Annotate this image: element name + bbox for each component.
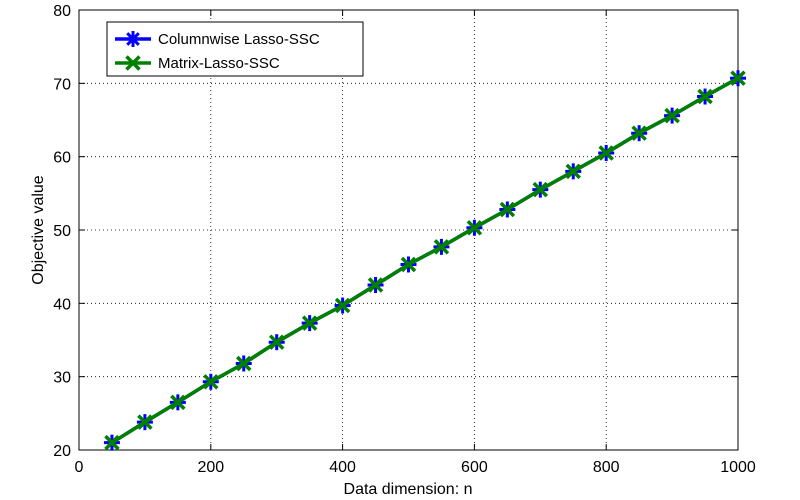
- data-point-marker: [433, 239, 450, 255]
- data-point-marker: [268, 334, 285, 350]
- data-point-marker: [301, 315, 318, 331]
- data-point-marker: [104, 434, 120, 451]
- legend-label-columnwise: Columnwise Lasso-SSC: [158, 31, 320, 48]
- data-point-marker: [367, 277, 384, 293]
- data-point-marker: [631, 125, 647, 141]
- x-tick-label: 600: [461, 459, 488, 476]
- legend-box: [106, 21, 364, 77]
- legend-marker-matrix: [125, 55, 141, 71]
- plot-background: [79, 10, 738, 450]
- y-tick-label: 70: [53, 76, 71, 93]
- x-tick-label: 200: [197, 459, 224, 476]
- x-axis-label: Data dimension: n: [344, 481, 473, 498]
- x-tick-label: 0: [75, 459, 84, 476]
- data-point-marker: [236, 355, 252, 372]
- legend-marker-glyph: [125, 55, 141, 71]
- data-point-marker: [532, 181, 549, 198]
- data-point-marker: [598, 145, 614, 161]
- data-point-marker: [137, 414, 153, 430]
- y-tick-label: 30: [53, 370, 71, 387]
- series-layer: [103, 70, 746, 451]
- data-point-marker: [730, 70, 746, 86]
- y-tick-label: 50: [53, 223, 71, 240]
- x-tick-label: 1000: [720, 459, 756, 476]
- data-point-marker: [170, 394, 186, 411]
- legend-marker-glyph: [125, 31, 141, 47]
- y-tick-label: 20: [53, 443, 71, 460]
- x-tick-label: 400: [329, 459, 356, 476]
- data-point-marker: [664, 107, 680, 124]
- legend-label-matrix: Matrix-Lasso-SSC: [158, 55, 280, 72]
- legend-marker-columnwise: [125, 31, 141, 47]
- data-point-marker: [400, 256, 417, 273]
- axis-ticks: 0 200 400 600 800 1000 20 30 40 50 60 70 80: [53, 3, 756, 476]
- data-point-marker: [203, 374, 219, 390]
- y-tick-label: 60: [53, 150, 71, 167]
- data-point-marker: [334, 297, 351, 314]
- y-tick-label: 40: [53, 296, 71, 313]
- legend: Columnwise Lasso-SSC Matrix-Lasso-SSC: [106, 21, 364, 77]
- data-point-marker: [499, 201, 516, 218]
- y-tick-label: 80: [53, 3, 71, 20]
- data-point-marker: [565, 163, 581, 180]
- data-point-marker: [466, 220, 483, 236]
- data-point-marker: [697, 88, 713, 105]
- series-matrix-lasso-ssc: [104, 70, 746, 451]
- y-axis-label: Objective value: [30, 175, 47, 284]
- x-tick-label: 800: [593, 459, 620, 476]
